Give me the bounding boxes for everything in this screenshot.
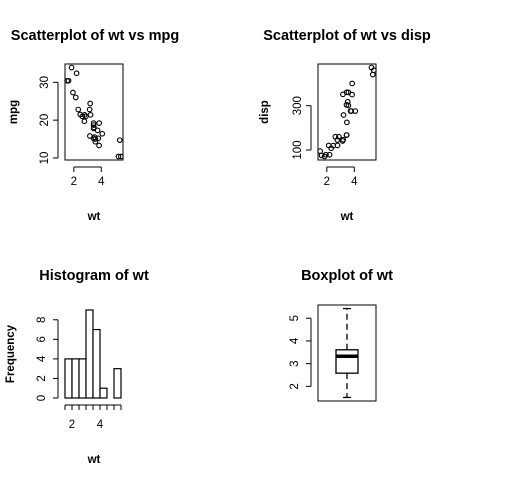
y-tick-label: 10 bbox=[39, 152, 51, 165]
data-point bbox=[90, 120, 97, 127]
data-point bbox=[334, 142, 341, 149]
histogram-bar bbox=[99, 387, 108, 399]
data-point bbox=[87, 111, 94, 118]
y-tick-label: 6 bbox=[36, 336, 48, 342]
data-point bbox=[323, 151, 329, 158]
iqr-box bbox=[335, 349, 359, 374]
data-point bbox=[94, 127, 101, 134]
y-tick-label: 2 bbox=[36, 375, 48, 381]
data-point bbox=[68, 64, 75, 71]
data-point bbox=[118, 153, 124, 160]
bar-layer bbox=[64, 309, 122, 399]
data-point bbox=[64, 77, 70, 84]
panel-boxplot-wt: Boxplot of wt 2 3 4 5 bbox=[289, 268, 393, 402]
histogram-bar bbox=[64, 358, 73, 399]
data-point bbox=[369, 71, 376, 78]
data-point bbox=[81, 118, 88, 125]
data-point bbox=[340, 91, 346, 98]
data-point bbox=[339, 138, 346, 144]
y-tick-label: 0 bbox=[36, 395, 48, 401]
histogram-bar bbox=[92, 328, 101, 399]
x-tick-label: 4 bbox=[98, 176, 105, 188]
data-point bbox=[70, 89, 76, 96]
data-point bbox=[345, 102, 352, 109]
x-axis-label: wt bbox=[87, 454, 101, 466]
data-point bbox=[343, 132, 350, 138]
histogram-bar bbox=[85, 309, 94, 399]
x-tick-label: 2 bbox=[71, 176, 77, 188]
data-point bbox=[115, 153, 122, 160]
point-layer bbox=[64, 64, 124, 160]
y-axis: 0 2 4 6 8 bbox=[36, 317, 59, 401]
x-tick-label: 4 bbox=[351, 176, 358, 188]
data-point bbox=[334, 137, 341, 143]
data-point bbox=[349, 80, 356, 87]
x-tick-label: 2 bbox=[69, 419, 75, 431]
data-point bbox=[336, 133, 342, 140]
data-point bbox=[81, 111, 88, 118]
data-point bbox=[340, 112, 347, 118]
data-point bbox=[349, 91, 355, 98]
plot-frame bbox=[317, 304, 377, 402]
data-point bbox=[99, 130, 106, 137]
data-point bbox=[317, 148, 323, 154]
y-tick-label: 4 bbox=[36, 355, 48, 362]
chart-title: Histogram of wt bbox=[39, 268, 149, 284]
point-layer bbox=[317, 64, 377, 160]
data-point bbox=[116, 137, 123, 144]
y-tick-label: 300 bbox=[292, 96, 304, 115]
y-tick-label: 2 bbox=[289, 383, 301, 389]
data-point bbox=[325, 142, 332, 149]
y-tick-label: 20 bbox=[39, 114, 51, 127]
histogram-bar bbox=[78, 358, 87, 399]
data-point bbox=[326, 151, 333, 158]
y-axis: 2 3 4 5 bbox=[289, 315, 312, 390]
data-point bbox=[87, 133, 93, 139]
data-point bbox=[86, 106, 93, 113]
y-axis-label: disp bbox=[259, 100, 271, 124]
box-layer bbox=[335, 307, 359, 399]
data-point bbox=[75, 106, 82, 113]
chart-title: Scatterplot of wt vs disp bbox=[263, 28, 431, 44]
y-axis-label: Frequency bbox=[5, 324, 17, 383]
plot-frame bbox=[64, 63, 124, 161]
x-axis-label: wt bbox=[340, 211, 354, 223]
y-tick-label: 5 bbox=[289, 315, 301, 321]
x-axis-label: wt bbox=[87, 211, 101, 223]
data-point bbox=[348, 108, 355, 114]
data-point bbox=[72, 94, 79, 101]
x-tick-label: 2 bbox=[324, 176, 330, 188]
y-tick-label: 100 bbox=[292, 140, 304, 159]
data-point bbox=[92, 136, 99, 142]
y-axis-label: mpg bbox=[8, 100, 20, 124]
plot-frame bbox=[317, 63, 377, 161]
data-point bbox=[344, 98, 351, 105]
chart-title: Scatterplot of wt vs mpg bbox=[11, 28, 179, 44]
y-axis: 100 300 bbox=[292, 96, 312, 160]
chart-title: Boxplot of wt bbox=[301, 268, 393, 284]
histogram-bar bbox=[113, 368, 122, 399]
y-axis: 10 20 30 bbox=[39, 76, 59, 165]
y-tick-label: 3 bbox=[289, 360, 301, 366]
data-point bbox=[87, 100, 94, 107]
data-point bbox=[73, 70, 80, 77]
histogram-bar bbox=[71, 358, 80, 399]
data-point bbox=[96, 120, 103, 127]
data-point bbox=[90, 122, 97, 128]
y-tick-label: 8 bbox=[36, 317, 48, 323]
data-point bbox=[344, 119, 350, 126]
data-point bbox=[96, 142, 102, 149]
x-tick-label: 4 bbox=[97, 419, 104, 431]
y-tick-label: 4 bbox=[289, 337, 301, 344]
y-tick-label: 30 bbox=[39, 76, 51, 89]
